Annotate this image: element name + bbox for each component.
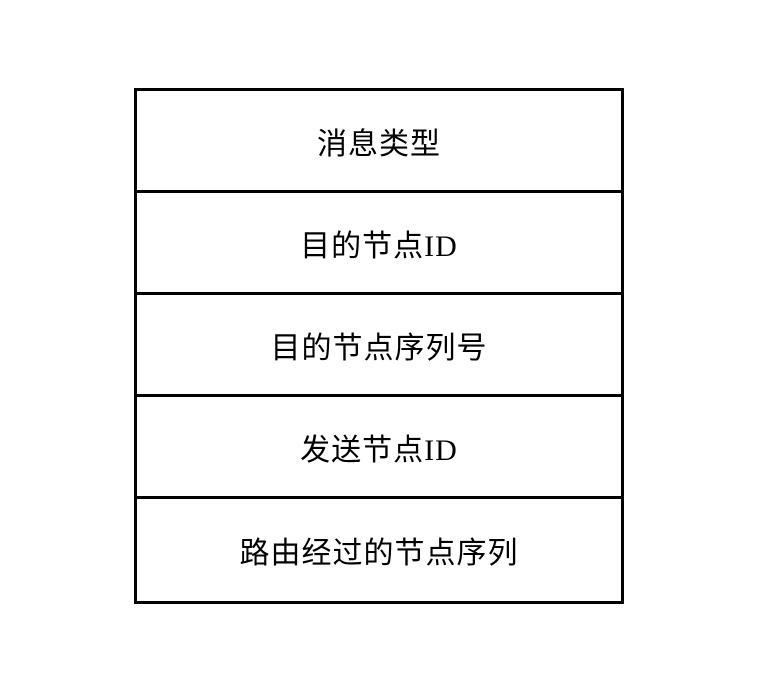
table-row: 消息类型	[137, 91, 621, 193]
row-label: 消息类型	[317, 119, 441, 163]
table-row: 目的节点序列号	[137, 295, 621, 397]
row-label: 路由经过的节点序列	[240, 528, 519, 572]
table-row: 路由经过的节点序列	[137, 499, 621, 601]
row-label: 目的节点ID	[300, 221, 458, 265]
row-label: 目的节点序列号	[271, 323, 488, 367]
table-row: 目的节点ID	[137, 193, 621, 295]
table-row: 发送节点ID	[137, 397, 621, 499]
row-label: 发送节点ID	[300, 425, 458, 469]
packet-structure-table: 消息类型 目的节点ID 目的节点序列号 发送节点ID 路由经过的节点序列	[134, 88, 624, 604]
